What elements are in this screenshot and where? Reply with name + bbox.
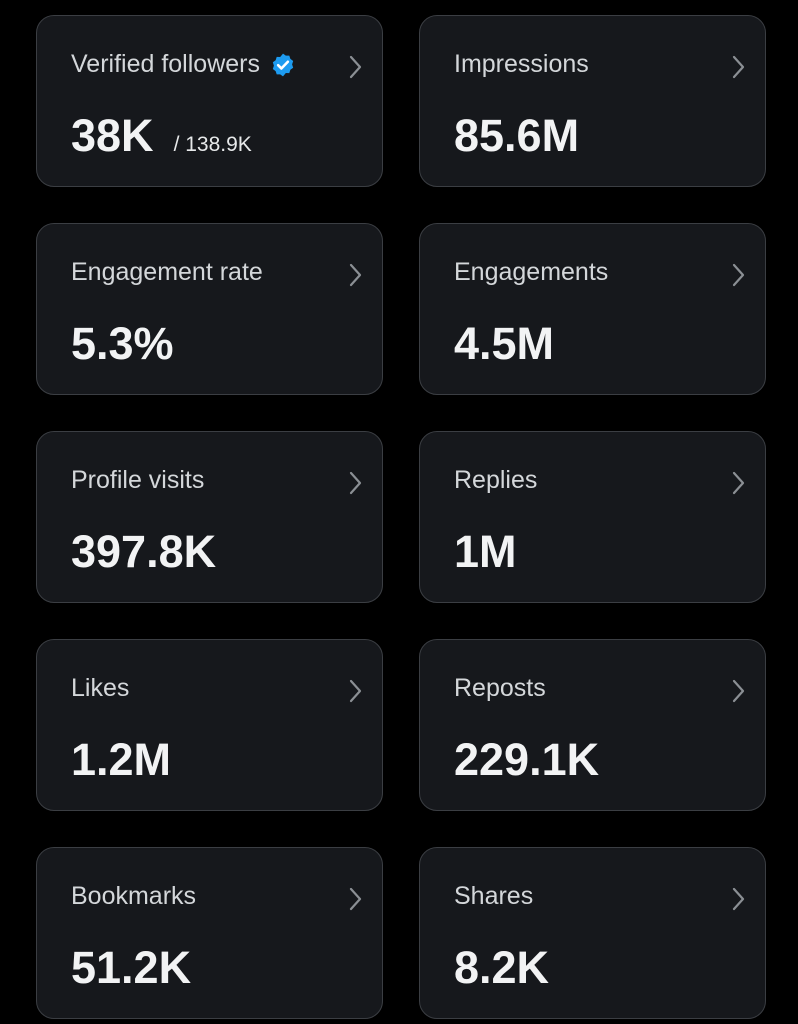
stat-label: Bookmarks <box>71 882 196 911</box>
stat-value: 1.2M <box>71 734 171 786</box>
chevron-icon <box>349 887 362 911</box>
stat-value-text: 397.8K <box>71 526 217 577</box>
stat-value: 85.6M <box>454 110 579 162</box>
stat-label: Replies <box>454 466 537 495</box>
stat-label-text: Replies <box>454 466 538 494</box>
stat-label-text: Engagements <box>454 258 609 286</box>
stat-subvalue: / 138.9K <box>173 133 252 156</box>
stat-value: 397.8K <box>71 526 216 578</box>
stat-label: Engagement rate <box>71 258 263 287</box>
stat-value: 8.2K <box>454 942 549 994</box>
stat-label: Engagements <box>454 258 608 287</box>
chevron-icon <box>732 679 745 703</box>
stat-value-text: 85.6M <box>454 110 580 161</box>
stat-label: Verified followers <box>71 50 296 79</box>
stat-label-text: Shares <box>454 882 534 910</box>
stat-card[interactable]: Shares 8.2K <box>419 847 766 1019</box>
stat-label-text: Engagement rate <box>71 258 263 286</box>
chevron-icon <box>732 887 745 911</box>
stat-label-text: Verified followers <box>71 50 260 78</box>
stat-card[interactable]: Bookmarks 51.2K <box>36 847 383 1019</box>
stat-value: 1M <box>454 526 517 578</box>
stat-label: Shares <box>454 882 533 911</box>
stat-label: Likes <box>71 674 129 703</box>
stat-card[interactable]: Impressions 85.6M <box>419 15 766 187</box>
chevron-icon <box>349 679 362 703</box>
stat-card[interactable]: Likes 1.2M <box>36 639 383 811</box>
stat-value-text: 8.2K <box>454 942 550 993</box>
chevron-icon <box>732 55 745 79</box>
stat-value: 5.3% <box>71 318 174 370</box>
stat-value-text: 5.3% <box>71 318 174 369</box>
stat-value: 229.1K <box>454 734 599 786</box>
chevron-icon <box>349 55 362 79</box>
stat-label-text: Profile visits <box>71 466 205 494</box>
stat-card[interactable]: Engagement rate 5.3% <box>36 223 383 395</box>
chevron-icon <box>349 471 362 495</box>
stat-value: 4.5M <box>454 318 554 370</box>
stat-card[interactable]: Engagements 4.5M <box>419 223 766 395</box>
stat-label-text: Impressions <box>454 50 589 78</box>
stat-label-text: Likes <box>71 674 130 702</box>
stat-label-text: Reposts <box>454 674 546 702</box>
chevron-icon <box>732 263 745 287</box>
stat-card[interactable]: Reposts 229.1K <box>419 639 766 811</box>
stat-label: Impressions <box>454 50 589 79</box>
chevron-icon <box>732 471 745 495</box>
stat-card[interactable]: Replies 1M <box>419 431 766 603</box>
stat-label: Reposts <box>454 674 546 703</box>
stat-value: 38K / 138.9K <box>71 110 252 162</box>
stat-value: 51.2K <box>71 942 191 994</box>
stat-value-text: 38K <box>71 110 154 161</box>
stat-value-text: 1M <box>454 526 517 577</box>
stat-value-text: 229.1K <box>454 734 600 785</box>
stat-card[interactable]: Verified followers 38K / 138.9K <box>36 15 383 187</box>
verified-badge <box>272 53 294 76</box>
stat-card[interactable]: Profile visits 397.8K <box>36 431 383 603</box>
stat-label: Profile visits <box>71 466 204 495</box>
stat-label-text: Bookmarks <box>71 882 197 910</box>
stat-value-text: 51.2K <box>71 942 192 993</box>
stat-value-text: 4.5M <box>454 318 555 369</box>
chevron-icon <box>349 263 362 287</box>
stat-value-text: 1.2M <box>71 734 172 785</box>
